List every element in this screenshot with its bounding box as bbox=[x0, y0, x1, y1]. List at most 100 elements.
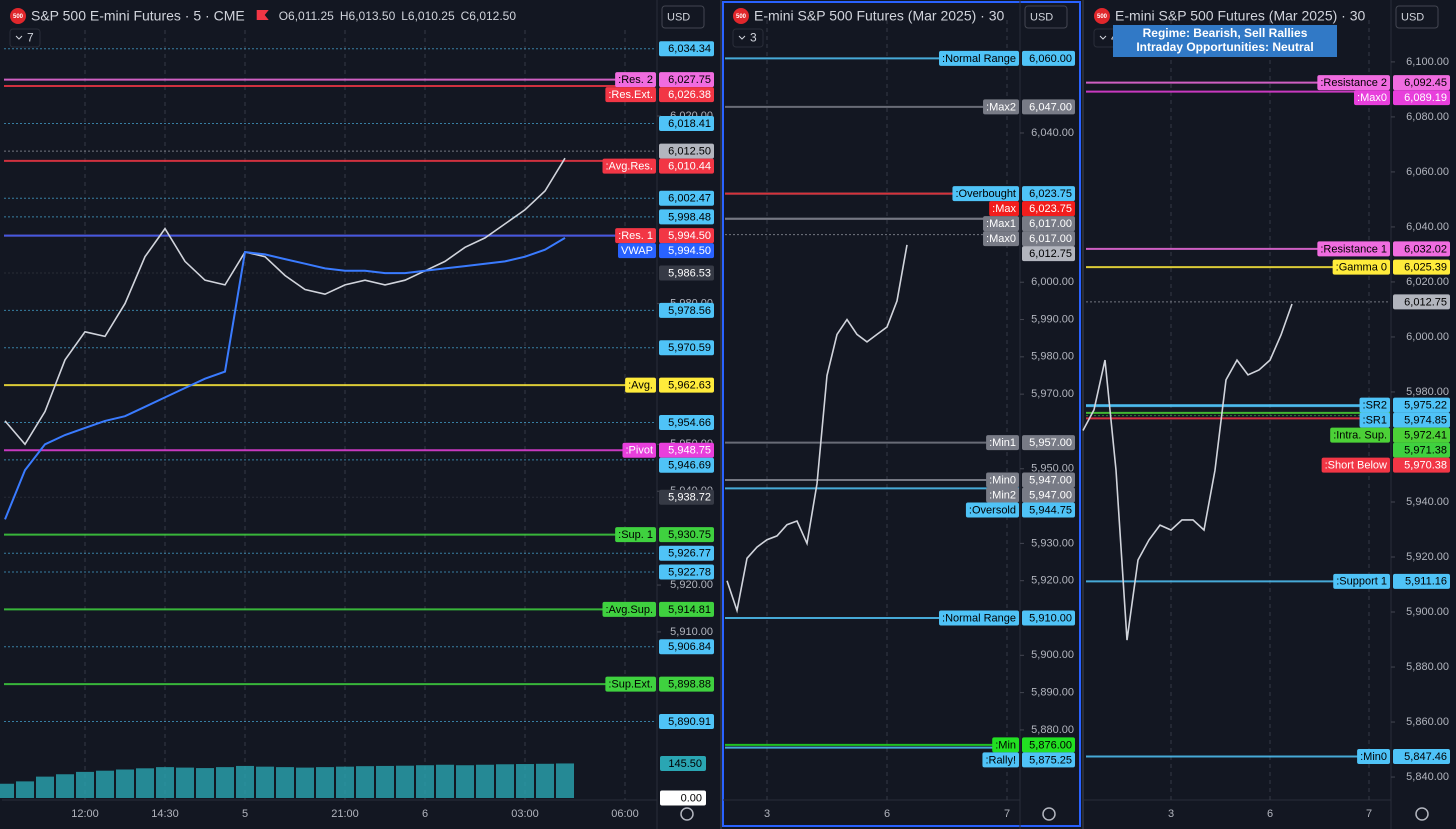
volume-bar bbox=[196, 768, 214, 798]
level-value-box bbox=[1022, 246, 1075, 262]
level-value-label: 6,012.75 bbox=[1404, 296, 1447, 308]
y-tick-label: 5,940.00 bbox=[1406, 496, 1449, 508]
currency-button[interactable] bbox=[661, 5, 705, 29]
x-tick-label: 7 bbox=[1004, 808, 1010, 820]
level-name: :Min bbox=[995, 739, 1016, 751]
volume-tick-label: 145.50 bbox=[668, 758, 702, 770]
level-value-box bbox=[1393, 241, 1450, 257]
x-tick-label: 3 bbox=[764, 808, 770, 820]
volume-bar bbox=[556, 763, 574, 798]
x-tick-label: 21:00 bbox=[331, 808, 359, 820]
level-value-label: 6,023.75 bbox=[1029, 188, 1072, 200]
settings-icon[interactable] bbox=[1415, 807, 1429, 821]
level-value-box bbox=[1393, 457, 1450, 473]
indicator-toggle[interactable] bbox=[9, 28, 41, 48]
level-value-label: 5,890.91 bbox=[668, 716, 711, 728]
volume-bar bbox=[296, 767, 314, 798]
x-tick-label: 6 bbox=[1267, 808, 1273, 820]
indicator-count: 7 bbox=[27, 31, 34, 45]
level-name: :Sup.Ext. bbox=[608, 679, 653, 691]
level-value-label: 5,972.41 bbox=[1404, 430, 1447, 442]
volume-bar bbox=[336, 766, 354, 798]
volume-bar bbox=[96, 770, 114, 798]
price-line bbox=[4, 157, 566, 446]
annotation-line: Intraday Opportunities: Neutral bbox=[1136, 40, 1313, 54]
level-name-box bbox=[983, 99, 1019, 115]
level-value-box bbox=[659, 545, 714, 561]
level-name: :Res. 1 bbox=[618, 230, 653, 242]
y-tick-label: 5,860.00 bbox=[1406, 716, 1449, 728]
level-value-label: 5,847.46 bbox=[1404, 751, 1447, 763]
price-line bbox=[4, 237, 566, 520]
flag-icon bbox=[256, 10, 269, 20]
chart-title: S&P 500 E-mini Futures · 5 · CME bbox=[31, 8, 245, 24]
level-value-label: 5,970.38 bbox=[1404, 460, 1447, 472]
volume-bar bbox=[516, 764, 534, 798]
level-name-box bbox=[615, 527, 656, 543]
level-value-label: 5,930.75 bbox=[668, 529, 711, 541]
level-name: :Resistance 2 bbox=[1320, 77, 1387, 89]
level-value-box bbox=[659, 115, 714, 131]
y-tick-label: 5,930.00 bbox=[1031, 537, 1074, 549]
level-value-label: 5,994.50 bbox=[668, 245, 711, 257]
volume-tick-label: 0.00 bbox=[681, 792, 702, 804]
settings-icon[interactable] bbox=[680, 807, 694, 821]
volume-bar bbox=[376, 765, 394, 798]
volume-bar bbox=[436, 764, 454, 798]
volume-bar bbox=[396, 765, 414, 798]
volume-tick-box bbox=[660, 790, 706, 806]
level-value-box bbox=[1022, 610, 1075, 626]
volume-bar bbox=[476, 764, 494, 798]
level-value-box bbox=[1022, 752, 1075, 768]
settings-icon[interactable] bbox=[1042, 807, 1056, 821]
level-name-box bbox=[605, 87, 656, 103]
level-value-label: 6,002.47 bbox=[668, 193, 711, 205]
currency: USD bbox=[1401, 11, 1424, 23]
level-value-box bbox=[659, 72, 714, 88]
level-name-box bbox=[605, 676, 656, 692]
level-value-box bbox=[659, 457, 714, 473]
level-name: :Max0 bbox=[986, 233, 1016, 245]
level-value-box bbox=[1393, 397, 1450, 413]
ohlc-value: L6,010.25 bbox=[401, 9, 455, 23]
volume-bar bbox=[136, 768, 154, 798]
level-name: :Min0 bbox=[1360, 751, 1387, 763]
level-value-box bbox=[659, 243, 714, 259]
y-tick-label: 5,980.00 bbox=[1406, 386, 1449, 398]
price-line bbox=[726, 244, 908, 614]
level-name: :Sup. 1 bbox=[618, 529, 653, 541]
level-value-box bbox=[1022, 231, 1075, 247]
level-name: :Resistance 1 bbox=[1320, 243, 1387, 255]
level-value-box bbox=[1393, 442, 1450, 458]
level-value-label: 5,957.00 bbox=[1029, 437, 1072, 449]
currency-button[interactable] bbox=[1024, 5, 1068, 29]
chevron-icon bbox=[15, 35, 23, 40]
level-name: VWAP bbox=[621, 245, 653, 257]
x-tick-label: 6 bbox=[884, 808, 890, 820]
ohlc-value: C6,012.50 bbox=[461, 9, 517, 23]
level-value-label: 6,025.39 bbox=[1404, 262, 1447, 274]
level-value-box bbox=[1022, 99, 1075, 115]
y-tick-label: 5,840.00 bbox=[1406, 771, 1449, 783]
level-name-box bbox=[1354, 90, 1390, 106]
indicator-toggle[interactable] bbox=[732, 28, 764, 48]
level-name: :Avg.Sup. bbox=[606, 604, 654, 616]
level-value-box bbox=[1393, 749, 1450, 765]
level-name-box bbox=[622, 442, 656, 458]
currency-button[interactable] bbox=[1395, 5, 1439, 29]
level-value-label: 5,986.53 bbox=[668, 267, 711, 279]
level-name: :Intra. Sup. bbox=[1333, 430, 1387, 442]
chart-title: E-mini S&P 500 Futures (Mar 2025) · 30 bbox=[754, 8, 1005, 24]
y-tick-label: 5,890.00 bbox=[1031, 687, 1074, 699]
volume-bar bbox=[536, 763, 554, 798]
volume-bar bbox=[456, 765, 474, 798]
x-tick-label: 03:00 bbox=[511, 808, 539, 820]
level-value-label: 5,962.63 bbox=[668, 379, 711, 391]
y-tick-label: 6,000.00 bbox=[1406, 331, 1449, 343]
level-name-box bbox=[986, 435, 1019, 451]
currency: USD bbox=[1030, 11, 1053, 23]
symbol-badge-bg bbox=[733, 8, 749, 24]
level-value-label: 6,026.38 bbox=[668, 89, 711, 101]
level-value-label: 5,898.88 bbox=[668, 679, 711, 691]
level-name: :Avg.Res. bbox=[606, 161, 654, 173]
